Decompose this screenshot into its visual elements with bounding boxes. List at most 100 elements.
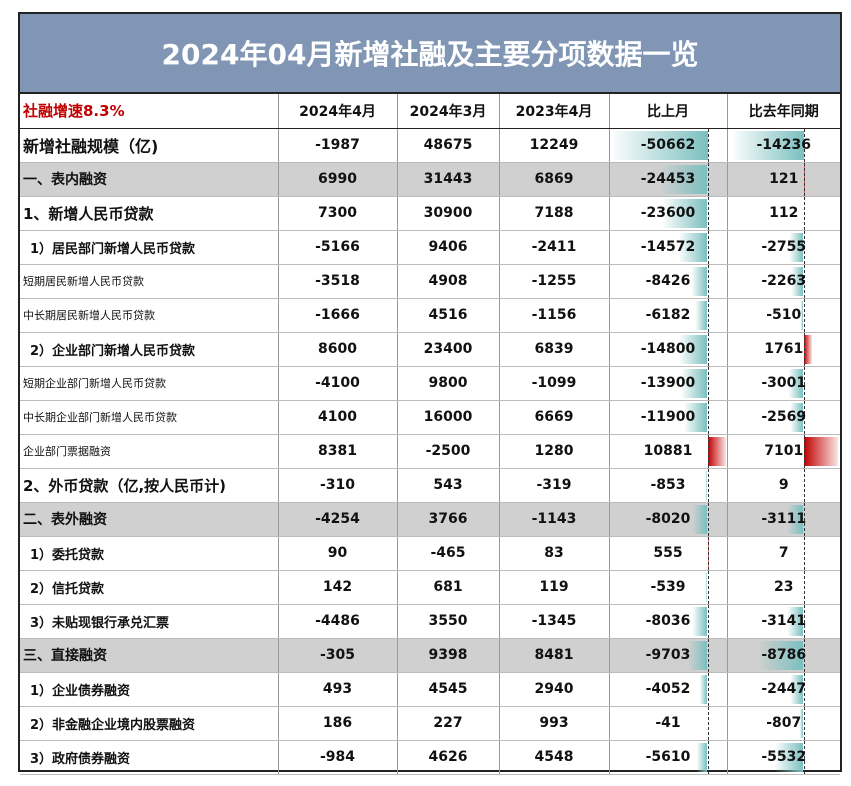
row-label: 1）居民部门新增人民币贷款 (20, 230, 279, 265)
yoy-cell: 23 (727, 570, 840, 605)
cell-value: 7188 (534, 205, 574, 221)
yoy-cell: -8786 (727, 638, 840, 673)
cell-value: 23400 (423, 341, 473, 357)
cell-value: -14800 (640, 341, 696, 357)
cell-value: -539 (650, 579, 686, 595)
cell-value: -50662 (640, 137, 696, 153)
row-label: 1）委托贷款 (20, 536, 279, 571)
value-cell: 12249 (499, 128, 610, 163)
cell-value: 493 (322, 681, 353, 697)
bar-axis-line (707, 298, 709, 331)
yoy-cell: -5532 (727, 740, 840, 775)
cell-value: 555 (653, 545, 683, 561)
mom-cell: -8020 (609, 502, 728, 537)
value-cell: 9406 (397, 230, 500, 265)
value-cell: 227 (397, 706, 500, 741)
cell-value: 112 (769, 205, 799, 221)
bar-axis-line (803, 468, 805, 501)
row-label: 2、外币贷款（亿,按人民币计) (20, 468, 279, 503)
bar-axis-line (803, 196, 805, 229)
mom-cell: -539 (609, 570, 728, 605)
value-cell: -319 (499, 468, 610, 503)
negative-data-bar (685, 402, 708, 432)
table-row: 2）信托贷款 142 681 119 -539 23 (20, 570, 840, 605)
negative-data-bar (699, 674, 708, 704)
row-label: 2）企业部门新增人民币贷款 (20, 332, 279, 367)
table-row: 一、表内融资 6990 31443 6869 -24453 121 (20, 162, 840, 197)
bar-axis-line (803, 366, 805, 399)
cell-value: 31443 (423, 171, 473, 187)
cell-value: -24453 (640, 171, 696, 187)
cell-value: 8600 (318, 341, 357, 357)
cell-value: -11900 (640, 409, 696, 425)
mom-cell: -6182 (609, 298, 728, 333)
bar-axis-line (803, 162, 805, 195)
value-cell: -2411 (499, 230, 610, 265)
mom-cell: -13900 (609, 366, 728, 401)
cell-value: 9406 (428, 239, 468, 255)
cell-value: -8020 (645, 511, 691, 527)
cell-value: -510 (766, 307, 802, 323)
yoy-cell: -2569 (727, 400, 840, 435)
cell-value: -319 (536, 477, 572, 493)
cell-value: 4100 (318, 409, 357, 425)
bar-axis-line (707, 570, 709, 603)
bar-axis-line (707, 434, 709, 467)
bar-axis-line (707, 162, 709, 195)
mom-cell: 10881 (609, 434, 728, 469)
yoy-cell: -3141 (727, 604, 840, 639)
yoy-cell: 1761 (727, 332, 840, 367)
table-row: 3）未贴现银行承兑汇票 -4486 3550 -1345 -8036 -3141 (20, 604, 840, 639)
mom-cell: -853 (609, 468, 728, 503)
cell-value: 9398 (428, 647, 468, 663)
cell-value: -3141 (761, 613, 807, 629)
cell-value: -8786 (761, 647, 807, 663)
value-cell: -3518 (278, 264, 398, 299)
row-label: 2）信托贷款 (20, 570, 279, 605)
cell-value: 8381 (318, 443, 357, 459)
table-row: 短期居民新增人民币贷款 -3518 4908 -1255 -8426 -2263 (20, 264, 840, 299)
table-row: 1）委托贷款 90 -465 83 555 7 (20, 536, 840, 571)
value-cell: 90 (278, 536, 398, 571)
mom-cell: -14800 (609, 332, 728, 367)
cell-value: -3111 (761, 511, 807, 527)
cell-value: 4545 (428, 681, 468, 697)
negative-data-bar (697, 742, 708, 772)
value-cell: 48675 (397, 128, 500, 163)
row-label: 短期企业部门新增人民币贷款 (20, 366, 279, 401)
table-row: 2、外币贷款（亿,按人民币计) -310 543 -319 -853 9 (20, 468, 840, 503)
yoy-cell: -2755 (727, 230, 840, 265)
negative-data-bar (691, 266, 708, 296)
cell-value: -1987 (315, 137, 360, 153)
negative-data-bar (692, 606, 708, 636)
bar-axis-line (707, 740, 709, 773)
value-cell: 4545 (397, 672, 500, 707)
value-cell: 7188 (499, 196, 610, 231)
value-cell: 4548 (499, 740, 610, 775)
bar-axis-line (803, 536, 805, 569)
cell-value: -305 (319, 647, 356, 663)
yoy-cell: 7 (727, 536, 840, 571)
col-2024-03: 2024年3月 (397, 94, 500, 129)
negative-data-bar (800, 300, 804, 330)
cell-value: 48675 (423, 137, 473, 153)
cell-value: -2500 (425, 443, 471, 459)
mom-cell: -50662 (609, 128, 728, 163)
bar-axis-line (803, 740, 805, 773)
value-cell: 543 (397, 468, 500, 503)
cell-value: -4100 (315, 375, 360, 391)
data-table-frame: 2024年04月新增社融及主要分项数据一览 社融增速8.3% 2024年4月 202… (18, 12, 842, 775)
col-mom: 比上月 (609, 94, 728, 129)
table-row: 1）居民部门新增人民币贷款 -5166 9406 -2411 -14572 -2755 (20, 230, 840, 265)
row-label: 一、表内融资 (20, 162, 279, 197)
bar-axis-line (803, 706, 805, 739)
cell-value: -310 (319, 477, 356, 493)
bar-axis-line (707, 332, 709, 365)
bar-axis-line (707, 128, 709, 161)
value-cell: 8381 (278, 434, 398, 469)
bar-axis-line (803, 672, 805, 705)
value-cell: -1345 (499, 604, 610, 639)
row-label: 新增社融规模（亿) (20, 128, 279, 163)
col-2023-04: 2023年4月 (499, 94, 610, 129)
value-cell: -465 (397, 536, 500, 571)
